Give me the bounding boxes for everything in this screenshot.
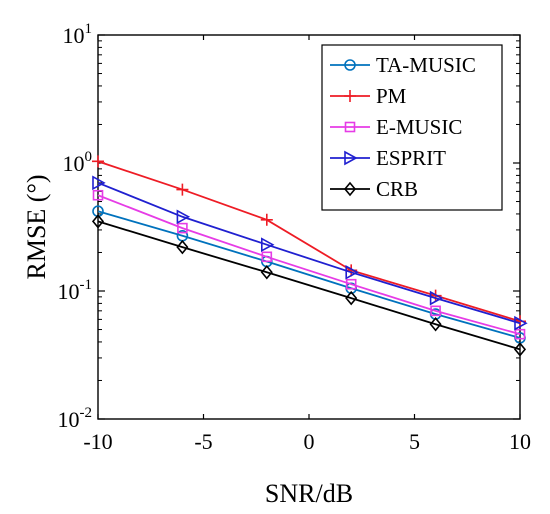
legend-marker [344,150,358,166]
data-point [92,175,106,191]
series-layer [91,155,528,357]
data-point [513,342,527,357]
data-point [429,316,442,332]
data-point [260,237,275,253]
y-tick-label: 100 [63,149,93,176]
legend-marker [343,181,357,197]
legend-item: CRB [330,177,418,201]
data-point [430,305,441,317]
y-axis-label: RMSE (°) [22,174,51,279]
data-point [176,183,189,196]
data-point [514,328,526,340]
legend-item: TA-MUSIC [330,53,476,77]
data-point [261,251,273,263]
data-point [514,315,528,331]
series-crb [91,214,527,357]
legend-marker [344,90,356,102]
y-tick-label: 10-1 [58,277,93,304]
data-point [429,290,444,306]
series-line [97,210,521,339]
data-point [345,264,359,280]
legend-item: PM [330,84,407,108]
series-esprit [92,175,528,331]
data-point [345,290,358,306]
data-point [92,155,104,168]
axis-ticks [97,34,521,420]
data-point [260,213,273,226]
x-axis-label: SNR/dB [265,479,353,508]
series-e-music [92,189,526,340]
data-point [91,214,105,229]
series-line [97,220,521,351]
series-line [97,160,521,323]
x-tick-label: 5 [409,429,420,454]
data-point [177,222,188,234]
data-point [345,278,357,290]
legend-label: ESPRIT [376,146,446,170]
x-tick-label: 0 [304,429,315,454]
series-line [97,194,521,336]
legend-marker [344,121,356,133]
x-tick-label: 10 [509,429,531,454]
legend: TA-MUSIC PM E-MUSIC ESPRIT CRB [321,44,503,211]
data-point [176,239,189,255]
legend-label: PM [376,84,407,108]
data-point [260,265,273,280]
series-line [97,181,521,325]
data-point [92,189,104,201]
legend-label: CRB [376,177,418,201]
legend-item: E-MUSIC [330,115,462,139]
y-tick-label: 10-2 [58,405,93,432]
legend-item: ESPRIT [330,146,446,170]
y-tick-label: 101 [63,21,93,48]
tick-labels: -10 -5 0 5 10 10-2 10-1 100 101 [58,21,532,454]
series-pm [92,155,526,328]
data-point [176,209,191,225]
legend-label: E-MUSIC [376,115,462,139]
legend-marker [344,59,356,71]
x-tick-label: -5 [194,429,212,454]
legend-label: TA-MUSIC [376,53,476,77]
x-tick-label: -10 [83,429,112,454]
